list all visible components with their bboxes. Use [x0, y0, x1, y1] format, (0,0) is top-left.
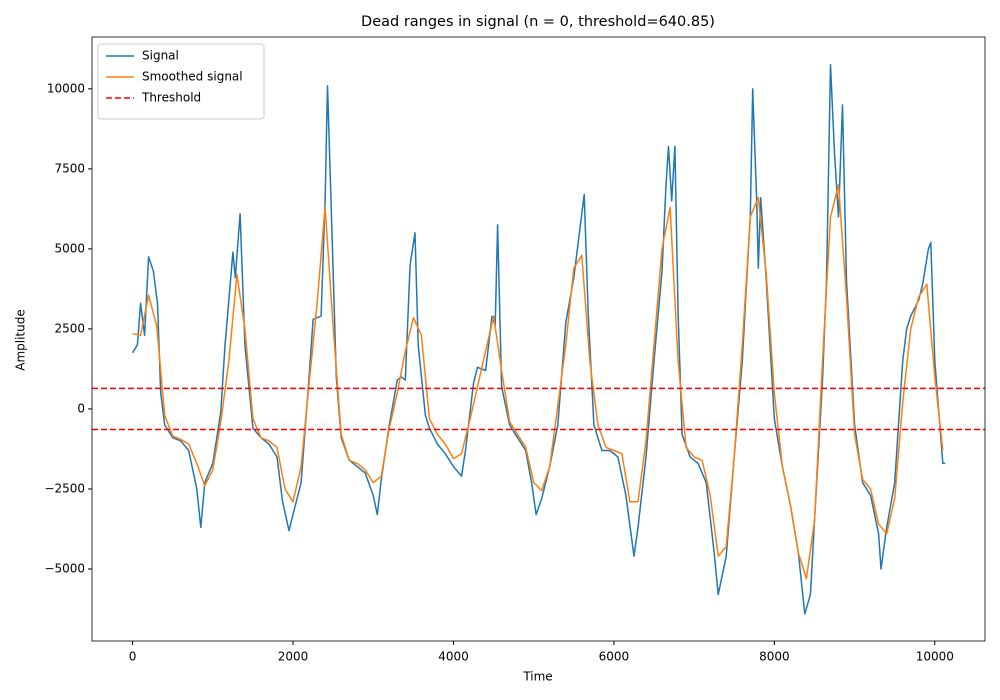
series-line — [132, 184, 944, 580]
legend-label: Smoothed signal — [142, 70, 243, 84]
x-tick-label: 2000 — [278, 650, 309, 664]
y-tick-label: 7500 — [54, 161, 85, 175]
chart-title: Dead ranges in signal (n = 0, threshold=… — [361, 14, 715, 30]
y-tick-label: −2500 — [44, 481, 85, 495]
plot-frame — [91, 36, 986, 642]
x-tick-label: 0 — [129, 650, 137, 664]
y-tick-label: 2500 — [54, 321, 85, 335]
x-axis-label: Time — [522, 670, 552, 684]
x-tick-label: 10000 — [916, 650, 954, 664]
y-tick-label: 10000 — [47, 81, 85, 95]
legend-box — [97, 43, 265, 120]
x-tick-label: 4000 — [438, 650, 469, 664]
legend-label: Threshold — [141, 91, 201, 105]
y-tick-label: 5000 — [54, 241, 85, 255]
x-tick-label: 8000 — [759, 650, 790, 664]
x-tick-label: 6000 — [599, 650, 630, 664]
y-tick-label: −5000 — [44, 561, 85, 575]
y-tick-label: 0 — [77, 401, 85, 415]
legend-label: Signal — [142, 49, 179, 63]
y-axis-label: Amplitude — [14, 309, 28, 371]
